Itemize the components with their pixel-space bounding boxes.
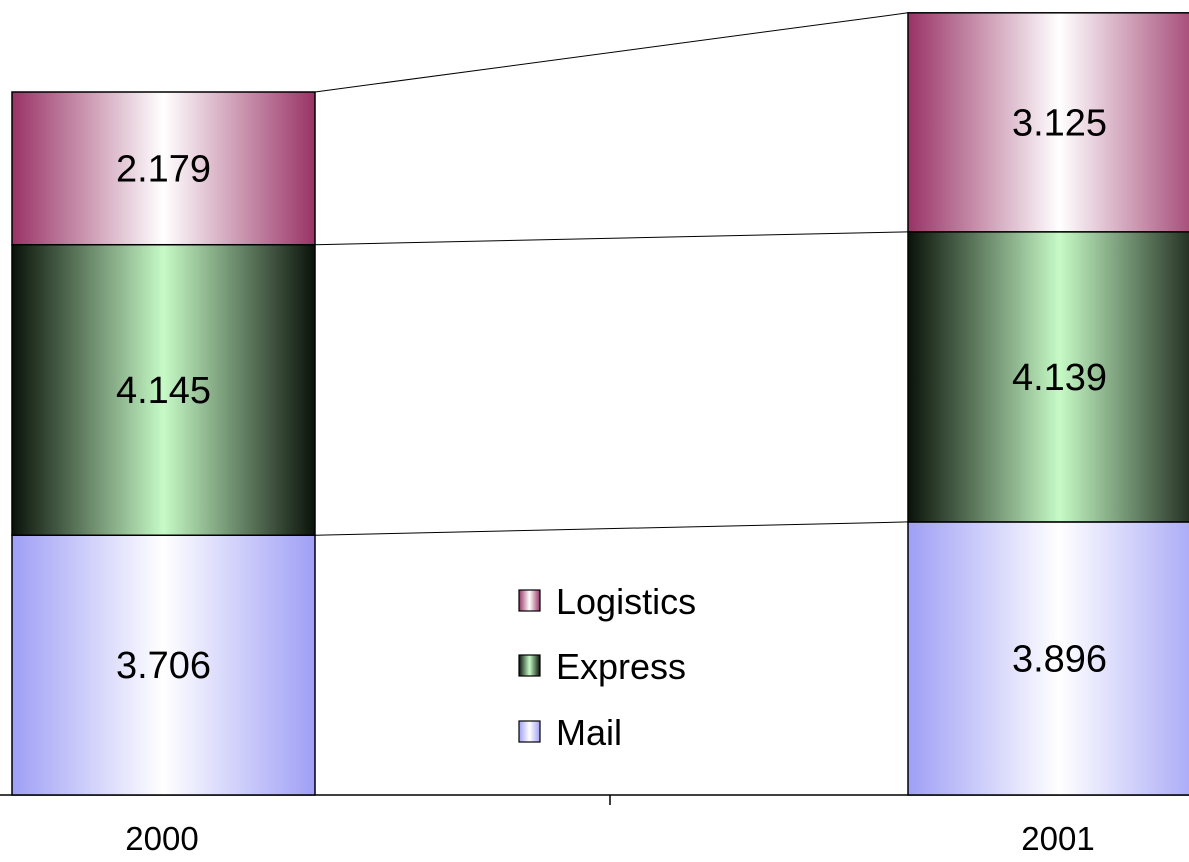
legend-swatch-logistics <box>519 590 540 611</box>
data-label-logistics-2000: 2.179 <box>116 148 211 190</box>
legend: Logistics Express Mail <box>519 581 696 753</box>
legend-swatch-express <box>519 655 540 676</box>
legend-label-logistics: Logistics <box>556 581 696 622</box>
series-line-logistics <box>315 13 908 92</box>
legend-label-express: Express <box>556 646 686 687</box>
series-line-mail <box>315 522 908 535</box>
x-tick-label-2001: 2001 <box>1021 820 1094 857</box>
x-tick-label-2000: 2000 <box>125 820 198 857</box>
legend-label-mail: Mail <box>556 712 622 753</box>
legend-swatch-mail <box>519 721 540 742</box>
series-line-express <box>315 232 908 245</box>
data-label-mail-2000: 3.706 <box>116 645 211 687</box>
data-label-express-2001: 4.139 <box>1012 357 1107 399</box>
data-label-logistics-2001: 3.125 <box>1012 102 1107 144</box>
data-label-mail-2001: 3.896 <box>1012 638 1107 680</box>
data-label-express-2000: 4.145 <box>116 370 211 412</box>
